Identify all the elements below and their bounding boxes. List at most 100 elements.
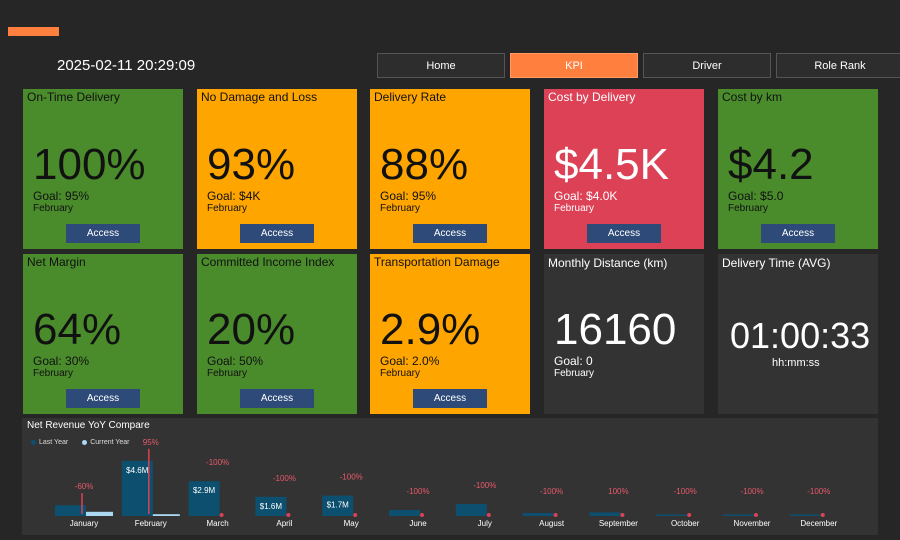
card-month: February bbox=[554, 203, 595, 214]
card-title: Delivery Rate bbox=[374, 90, 447, 104]
card-value: 64% bbox=[33, 305, 122, 354]
access-button[interactable]: Access bbox=[66, 224, 140, 243]
bar-value-label: $4.6M bbox=[126, 466, 149, 475]
bar-current-year[interactable] bbox=[86, 511, 113, 516]
card-unit: hh:mm:ss bbox=[772, 357, 820, 369]
yoy-indicator-dot bbox=[754, 513, 758, 517]
card-value: $4.2 bbox=[728, 140, 814, 189]
current-datetime: 2025-02-11 20:29:09 bbox=[57, 57, 196, 74]
chart-legend: Last Year Current Year bbox=[31, 439, 130, 446]
legend-item-current-year: Current Year bbox=[82, 439, 130, 446]
x-tick-label: April bbox=[276, 519, 292, 528]
bar-current-year[interactable] bbox=[152, 514, 180, 516]
access-button[interactable]: Access bbox=[66, 389, 140, 408]
x-tick-label: December bbox=[800, 519, 837, 528]
yoy-indicator-dot bbox=[687, 513, 692, 517]
card-value: 01:00:33 bbox=[730, 315, 871, 356]
access-button[interactable]: Access bbox=[240, 224, 314, 243]
card-title: Transportation Damage bbox=[374, 255, 500, 269]
card-value: 88% bbox=[380, 140, 469, 189]
yoy-label: -100% bbox=[473, 481, 496, 490]
card-month: February bbox=[207, 203, 248, 214]
card-value: $4.5K bbox=[554, 140, 669, 189]
card-goal: Goal: $4K bbox=[207, 189, 261, 203]
card-month: February bbox=[207, 368, 248, 379]
bar-last-year[interactable] bbox=[789, 514, 821, 517]
x-tick-label: May bbox=[344, 519, 359, 528]
yoy-label: -100% bbox=[206, 458, 229, 467]
card-title: Cost by Delivery bbox=[548, 90, 636, 104]
card-value: 20% bbox=[207, 305, 296, 354]
bar-last-year[interactable] bbox=[255, 496, 287, 516]
legend-label: Last Year bbox=[39, 439, 69, 446]
yoy-indicator-dot bbox=[219, 513, 224, 517]
access-button[interactable]: Access bbox=[413, 389, 487, 408]
card-title: Cost by km bbox=[722, 90, 783, 104]
chart-plot: -60% January 95% $4.6M February -100% $2.9M Mar… bbox=[55, 438, 838, 528]
kpi-card-cost-by-delivery: Cost by Delivery $4.5K Goal: $4.0K Febru… bbox=[544, 89, 704, 249]
yoy-label: 100% bbox=[608, 487, 628, 496]
kpi-card-on-time-delivery: On-Time Delivery 100% Goal: 95% February… bbox=[23, 89, 183, 249]
access-button[interactable]: Access bbox=[587, 224, 661, 243]
card-goal: Goal: 0 bbox=[554, 354, 593, 368]
net-revenue-yoy-chart: Net Revenue YoY Compare Last Year Curren… bbox=[22, 418, 878, 535]
kpi-card-transportation-damage: Transportation Damage 2.9% Goal: 2.0% Fe… bbox=[370, 254, 530, 414]
card-month: February bbox=[33, 203, 74, 214]
card-title: Delivery Time (AVG) bbox=[722, 256, 831, 270]
bar-last-year[interactable] bbox=[188, 481, 220, 516]
card-goal: Goal: 95% bbox=[33, 189, 90, 203]
card-month: February bbox=[554, 368, 595, 379]
card-goal: Goal: 95% bbox=[380, 189, 437, 203]
card-goal: Goal: $5.0 bbox=[728, 189, 784, 203]
card-value: 100% bbox=[33, 140, 146, 189]
kpi-card-committed-income-index: Committed Income Index 20% Goal: 50% Feb… bbox=[197, 254, 357, 414]
card-title: Committed Income Index bbox=[201, 255, 335, 269]
bar-last-year[interactable] bbox=[723, 514, 754, 517]
x-tick-label: March bbox=[206, 519, 228, 528]
nav-home-button[interactable]: Home bbox=[377, 53, 505, 78]
kpi-card-no-damage-and-loss: No Damage and Loss 93% Goal: $4K Februar… bbox=[197, 89, 357, 249]
yoy-label: -100% bbox=[540, 487, 563, 496]
legend-swatch bbox=[31, 440, 36, 445]
legend-swatch bbox=[82, 440, 88, 445]
kpi-card-monthly-distance: Monthly Distance (km) 16160 Goal: 0 Febr… bbox=[544, 254, 704, 414]
x-tick-label: September bbox=[599, 519, 638, 528]
yoy-label: 95% bbox=[143, 438, 159, 447]
bar-last-year[interactable] bbox=[55, 505, 86, 516]
bar-value-label: $1.6M bbox=[260, 502, 283, 511]
access-button[interactable]: Access bbox=[240, 389, 314, 408]
bar-last-year[interactable] bbox=[455, 504, 487, 516]
access-button[interactable]: Access bbox=[413, 224, 487, 243]
card-goal: Goal: 50% bbox=[207, 354, 264, 368]
nav-role-rank-button[interactable]: Role Rank bbox=[776, 53, 900, 78]
bar-last-year[interactable] bbox=[589, 512, 621, 516]
nav-kpi-button[interactable]: KPI bbox=[510, 53, 638, 78]
bar-last-year[interactable] bbox=[656, 514, 688, 517]
legend-item-last-year: Last Year bbox=[31, 439, 68, 446]
yoy-indicator-dot bbox=[620, 513, 625, 517]
card-month: February bbox=[33, 368, 74, 379]
bar-last-year[interactable] bbox=[322, 495, 354, 516]
bar-last-year[interactable] bbox=[121, 460, 153, 516]
yoy-label: -100% bbox=[406, 487, 429, 496]
bar-last-year[interactable] bbox=[389, 510, 420, 516]
nav-driver-button[interactable]: Driver bbox=[643, 53, 771, 78]
card-title: Net Margin bbox=[27, 255, 86, 269]
x-tick-label: June bbox=[409, 519, 427, 528]
yoy-indicator-dot bbox=[820, 513, 825, 517]
card-month: February bbox=[728, 203, 769, 214]
bar-value-label: $1.7M bbox=[327, 501, 350, 510]
card-title: No Damage and Loss bbox=[201, 90, 318, 104]
card-title: Monthly Distance (km) bbox=[548, 256, 668, 270]
card-title: On-Time Delivery bbox=[27, 90, 120, 104]
bar-value-label: $2.9M bbox=[193, 486, 216, 495]
kpi-card-delivery-rate: Delivery Rate 88% Goal: 95% February Acc… bbox=[370, 89, 530, 249]
legend-label: Current Year bbox=[90, 439, 130, 446]
x-tick-label: July bbox=[478, 519, 492, 528]
x-tick-label: February bbox=[135, 519, 167, 528]
access-button[interactable]: Access bbox=[761, 224, 835, 243]
card-value: 16160 bbox=[554, 305, 677, 354]
bar-last-year[interactable] bbox=[522, 513, 554, 516]
x-tick-label: October bbox=[671, 519, 700, 528]
chart-title: Net Revenue YoY Compare bbox=[27, 420, 150, 431]
